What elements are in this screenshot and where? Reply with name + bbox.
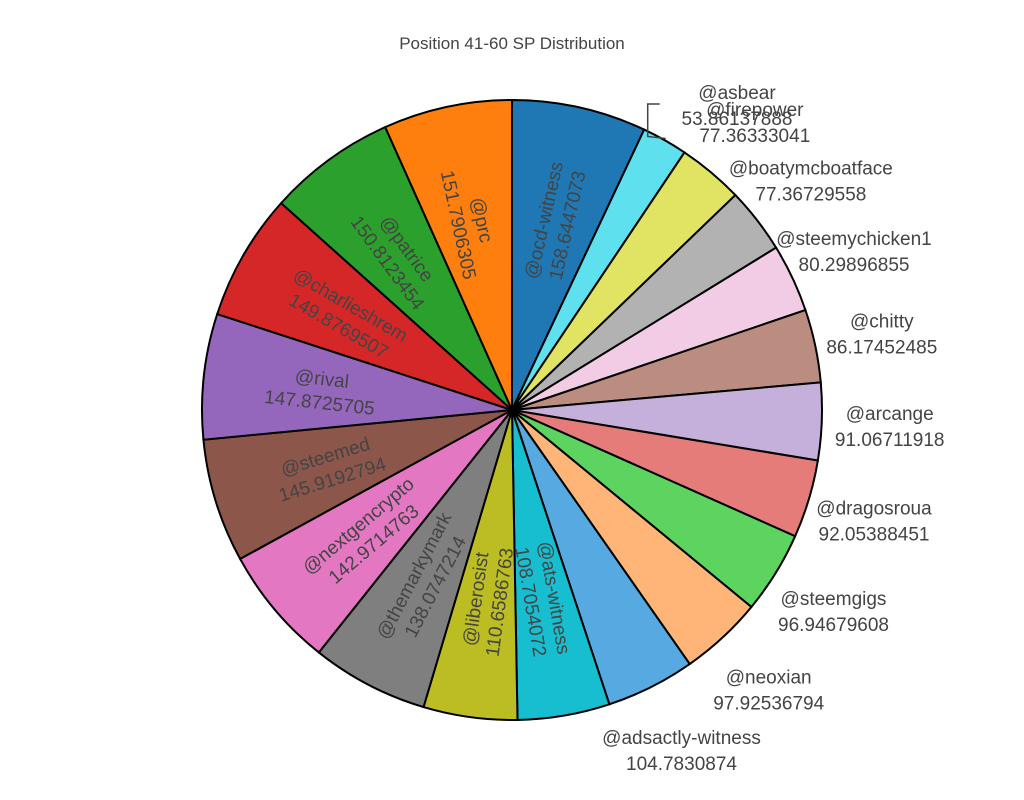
slice-label-dragosroua: @dragosroua 92.05388451 — [816, 499, 932, 546]
slice-name: @chitty — [850, 312, 914, 333]
slice-label-arcange: @arcange 91.06711918 — [835, 404, 945, 451]
slice-label-chitty: @chitty 86.17452485 — [826, 312, 937, 359]
slice-label-adsactly-witness: @adsactly-witness 104.7830874 — [602, 728, 761, 775]
slice-name: @steemychicken1 — [776, 229, 932, 250]
slice-value: 97.92536794 — [713, 694, 824, 715]
slice-name: @asbear — [698, 83, 776, 104]
pie-slice-themarkymark[interactable] — [317, 409, 513, 709]
slice-label-asbear: @asbear 53.86137888 — [682, 83, 793, 130]
slice-value: 104.7830874 — [626, 754, 737, 775]
slice-value: 77.36729558 — [755, 185, 866, 206]
slice-name: @boatymcboatface — [729, 159, 893, 180]
chart-title: Position 41-60 SP Distribution — [399, 34, 625, 53]
pie-slice-nextgencrypto[interactable] — [238, 409, 513, 654]
slice-value: 96.94679608 — [778, 615, 889, 636]
slice-value: 80.29896855 — [799, 255, 910, 276]
pie-slice-steemed[interactable] — [202, 409, 513, 561]
slice-value: 91.06711918 — [835, 430, 945, 451]
slice-label-steemgigs: @steemgigs 96.94679608 — [778, 589, 889, 636]
slice-name: @dragosroua — [816, 499, 932, 520]
pie-slice-prc[interactable] — [383, 98, 513, 411]
slice-name: @neoxian — [726, 668, 812, 689]
pie-slice-ocd-witness[interactable] — [511, 98, 646, 411]
pie-slice-charlieshrem[interactable] — [215, 201, 513, 411]
slice-label-steemychicken1: @steemychicken1 80.29896855 — [776, 229, 932, 276]
slice-name: @firepower — [706, 100, 804, 121]
slice-value: 77.36333041 — [699, 126, 810, 147]
pie-slice-patrice[interactable] — [279, 125, 513, 411]
slice-name: @steemgigs — [781, 589, 887, 610]
pie-slice-rival[interactable] — [201, 312, 513, 441]
slice-name: @arcange — [846, 404, 934, 425]
slice-label-neoxian: @neoxian 97.92536794 — [713, 668, 824, 715]
slice-label-boatymcboatface: @boatymcboatface 77.36729558 — [729, 159, 893, 206]
slice-label-firepower: @firepower 77.36333041 — [699, 100, 810, 147]
slice-value: 92.05388451 — [819, 525, 930, 546]
slice-name: @adsactly-witness — [602, 728, 761, 749]
slice-value: 53.86137888 — [682, 109, 793, 130]
leader-line-asbear — [646, 103, 666, 140]
slice-value: 86.17452485 — [826, 338, 937, 359]
